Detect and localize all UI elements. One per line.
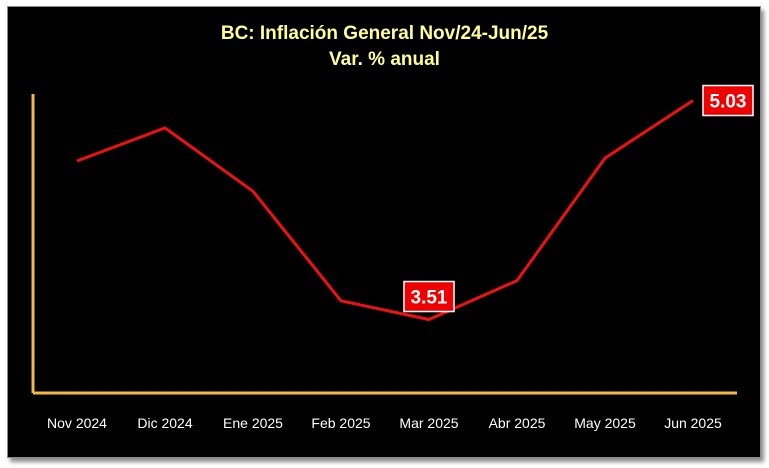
chart-frame [7, 6, 761, 458]
x-tick-label: Jun 2025 [664, 415, 722, 431]
chart-subtitle: Var. % anual [329, 49, 440, 70]
data-label-text: 3.51 [411, 288, 448, 309]
data-label-text: 5.03 [710, 92, 747, 113]
x-tick-label: Feb 2025 [311, 415, 370, 431]
series-line [76, 99, 694, 322]
chart-title: BC: Inflación General Nov/24-Jun/25 [220, 23, 549, 44]
data-label-box [702, 84, 754, 117]
x-tick-label: Mar 2025 [399, 415, 458, 431]
data-label: 5.03 [702, 84, 754, 117]
x-tick-label: Nov 2024 [47, 415, 107, 431]
x-tick-label: Dic 2024 [137, 415, 192, 431]
data-label: 3.51 [403, 280, 455, 313]
x-tick-label: Ene 2025 [223, 415, 283, 431]
x-tick-label: May 2025 [574, 415, 636, 431]
data-label-box [403, 280, 455, 313]
x-tick-label: Abr 2025 [489, 415, 546, 431]
